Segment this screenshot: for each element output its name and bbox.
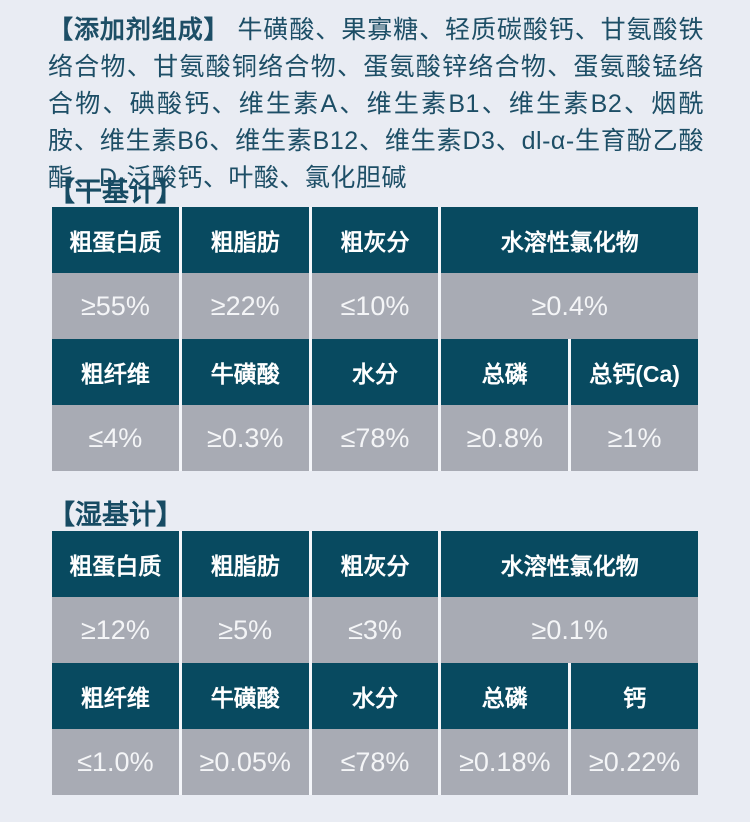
table-header-cell: 粗灰分 <box>311 531 439 597</box>
table-value-cell: ≥0.8% <box>441 405 569 471</box>
table-value-cell: ≥0.4% <box>441 273 698 339</box>
table-value-cell: ≥1% <box>571 405 698 471</box>
table-header-cell: 粗脂肪 <box>181 207 309 273</box>
table-value-cell: ≥0.3% <box>181 405 309 471</box>
additive-composition-text: 牛磺酸、果寡糖、轻质碳酸钙、甘氨酸铁络合物、甘氨酸铜络合物、蛋氨酸锌络合物、蛋氨… <box>48 16 704 192</box>
table-header-cell: 粗纤维 <box>52 339 179 405</box>
table-value-cell: ≥0.18% <box>441 729 569 795</box>
table-header-cell: 水分 <box>311 339 439 405</box>
table-value-cell: ≥0.05% <box>181 729 309 795</box>
table-header-cell: 粗脂肪 <box>181 531 309 597</box>
table-value-cell: ≥5% <box>181 597 309 663</box>
table-value-cell: ≥12% <box>52 597 179 663</box>
table-header-cell: 总磷 <box>441 339 569 405</box>
table-value-cell: ≤3% <box>311 597 439 663</box>
table-header-cell: 粗蛋白质 <box>52 207 179 273</box>
table-value-cell: ≥0.1% <box>441 597 698 663</box>
additive-composition-label: 【添加剂组成】 <box>48 16 230 44</box>
additive-composition-paragraph: 【添加剂组成】 牛磺酸、果寡糖、轻质碳酸钙、甘氨酸铁络合物、甘氨酸铜络合物、蛋氨… <box>48 12 704 197</box>
table-header-cell: 牛磺酸 <box>181 663 309 729</box>
table-value-cell: ≤1.0% <box>52 729 179 795</box>
table-value-cell: ≤78% <box>311 405 439 471</box>
table-header-cell: 牛磺酸 <box>181 339 309 405</box>
table-value-cell: ≤78% <box>311 729 439 795</box>
table-header-cell: 总磷 <box>441 663 569 729</box>
table-header-cell: 水溶性氯化物 <box>441 207 698 273</box>
table-header-cell: 粗灰分 <box>311 207 439 273</box>
table-value-cell: ≥22% <box>181 273 309 339</box>
table-value-cell: ≥55% <box>52 273 179 339</box>
wet-basis-title: 【湿基计】 <box>48 500 183 530</box>
table-header-cell: 粗蛋白质 <box>52 531 179 597</box>
wet-basis-table: 粗蛋白质 粗脂肪 粗灰分 水溶性氯化物 ≥12% ≥5% ≤3% ≥0.1% 粗… <box>52 531 698 795</box>
table-header-cell: 水分 <box>311 663 439 729</box>
table-value-cell: ≤4% <box>52 405 179 471</box>
table-value-cell: ≥0.22% <box>571 729 698 795</box>
table-header-cell: 粗纤维 <box>52 663 179 729</box>
dry-basis-title: 【干基计】 <box>48 177 183 207</box>
table-header-cell: 钙 <box>571 663 698 729</box>
table-header-cell: 总钙(Ca) <box>571 339 698 405</box>
table-value-cell: ≤10% <box>311 273 439 339</box>
table-header-cell: 水溶性氯化物 <box>441 531 698 597</box>
dry-basis-table: 粗蛋白质 粗脂肪 粗灰分 水溶性氯化物 ≥55% ≥22% ≤10% ≥0.4%… <box>52 207 698 471</box>
